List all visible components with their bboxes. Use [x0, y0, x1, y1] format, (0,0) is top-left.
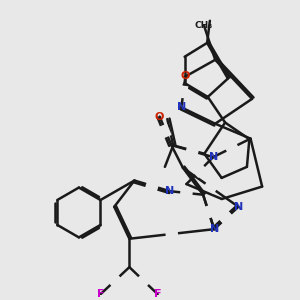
Text: N: N	[234, 202, 243, 212]
Text: N: N	[177, 102, 186, 112]
Text: F: F	[154, 289, 161, 299]
Text: O: O	[155, 112, 164, 122]
Text: O: O	[181, 71, 190, 82]
Text: N: N	[210, 224, 219, 234]
Text: F: F	[97, 289, 104, 299]
Text: N: N	[165, 186, 174, 196]
Text: N: N	[208, 152, 218, 162]
Text: CH₃: CH₃	[195, 21, 213, 30]
